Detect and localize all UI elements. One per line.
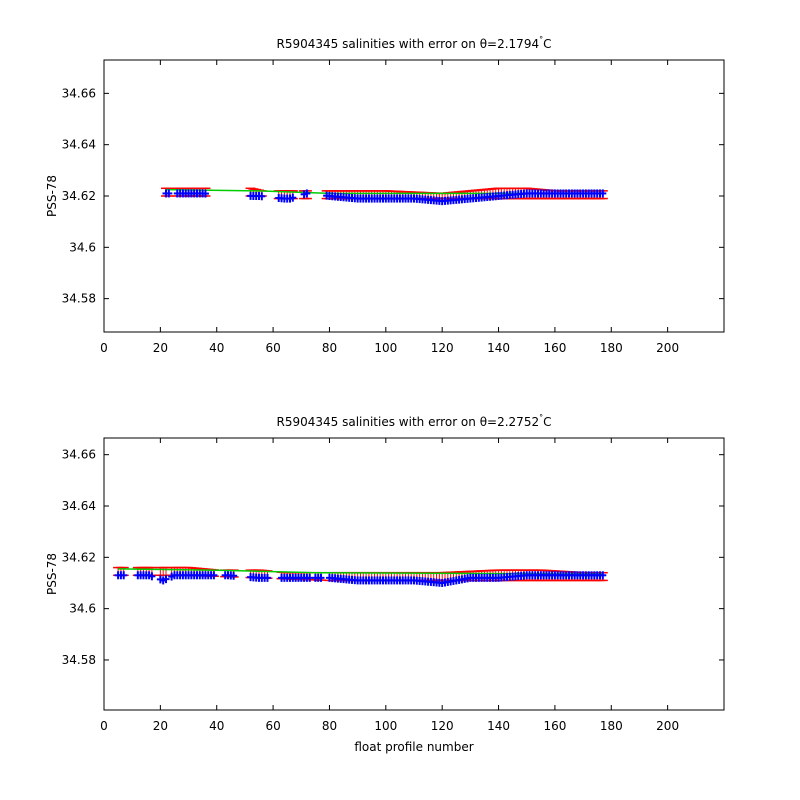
x-tick-label: 0: [100, 719, 108, 733]
x-tick-label: 20: [153, 341, 168, 355]
y-tick-label: 34.66: [62, 448, 96, 462]
x-tick-label: 120: [431, 719, 454, 733]
y-axis-label-top: PSS-78: [45, 175, 59, 217]
salinity-point: [210, 571, 218, 580]
x-tick-label: 160: [543, 719, 566, 733]
y-tick-label: 34.58: [62, 292, 96, 306]
ticks-top: 0 20 40 60 80 100 120 140 160 180 200 34.58 34.6 34.6…: [62, 60, 724, 355]
salinity-point: [201, 189, 209, 198]
x-tick-label: 40: [209, 341, 224, 355]
salinity-point: [599, 571, 607, 580]
x-tick-label: 100: [374, 719, 397, 733]
x-tick-label: 0: [100, 341, 108, 355]
y-tick-label: 34.62: [62, 189, 96, 203]
x-tick-label: 140: [487, 341, 510, 355]
x-tick-label: 20: [153, 719, 168, 733]
y-tick-label: 34.6: [69, 240, 96, 254]
x-tick-label: 140: [487, 719, 510, 733]
x-tick-label: 100: [374, 341, 397, 355]
salinity-point: [303, 189, 311, 198]
x-tick-label: 60: [265, 719, 280, 733]
x-tick-label: 40: [209, 719, 224, 733]
salinity-point: [263, 573, 271, 582]
y-axis-label-bottom: PSS-78: [45, 553, 59, 595]
y-tick-label: 34.62: [62, 550, 96, 564]
salinity-point: [120, 571, 128, 580]
salinity-point: [162, 575, 170, 584]
y-tick-label: 34.66: [62, 86, 96, 100]
x-tick-label: 200: [656, 341, 679, 355]
ticks-bottom: 0 20 40 60 80 100 120 140 160 180 200 34.58 34.6 34.6…: [62, 438, 724, 733]
x-tick-label: 160: [543, 341, 566, 355]
data-layer-bottom: [113, 566, 608, 587]
x-tick-label: 200: [656, 719, 679, 733]
x-tick-label: 180: [600, 341, 623, 355]
salinity-plot-top: R5904345 salinities with error on θ=2.17…: [45, 35, 725, 355]
salinity-point: [599, 189, 607, 198]
salinity-point: [289, 193, 297, 202]
salinity-point: [230, 571, 238, 580]
axes-box-bottom: [103, 437, 725, 711]
x-axis-label: float profile number: [354, 740, 473, 754]
y-tick-label: 34.64: [62, 138, 96, 152]
x-tick-label: 180: [600, 719, 623, 733]
salinity-point: [148, 572, 156, 581]
fit-line: [165, 188, 603, 195]
y-tick-label: 34.58: [62, 653, 96, 667]
fit-line: [118, 568, 603, 575]
plot-title-top: R5904345 salinities with error on θ=2.17…: [277, 35, 552, 51]
x-tick-label: 80: [322, 341, 337, 355]
y-tick-label: 34.6: [69, 602, 96, 616]
x-tick-label: 120: [431, 341, 454, 355]
plot-title-bottom: R5904345 salinities with error on θ=2.27…: [277, 413, 552, 429]
salinity-point: [317, 573, 325, 582]
salinity-point: [165, 189, 173, 198]
data-layer-top: [161, 187, 608, 206]
salinity-plot-bottom: R5904345 salinities with error on θ=2.27…: [45, 413, 725, 754]
x-tick-label: 80: [322, 719, 337, 733]
salinity-point: [258, 192, 266, 201]
x-tick-label: 60: [265, 341, 280, 355]
y-tick-label: 34.64: [62, 499, 96, 513]
